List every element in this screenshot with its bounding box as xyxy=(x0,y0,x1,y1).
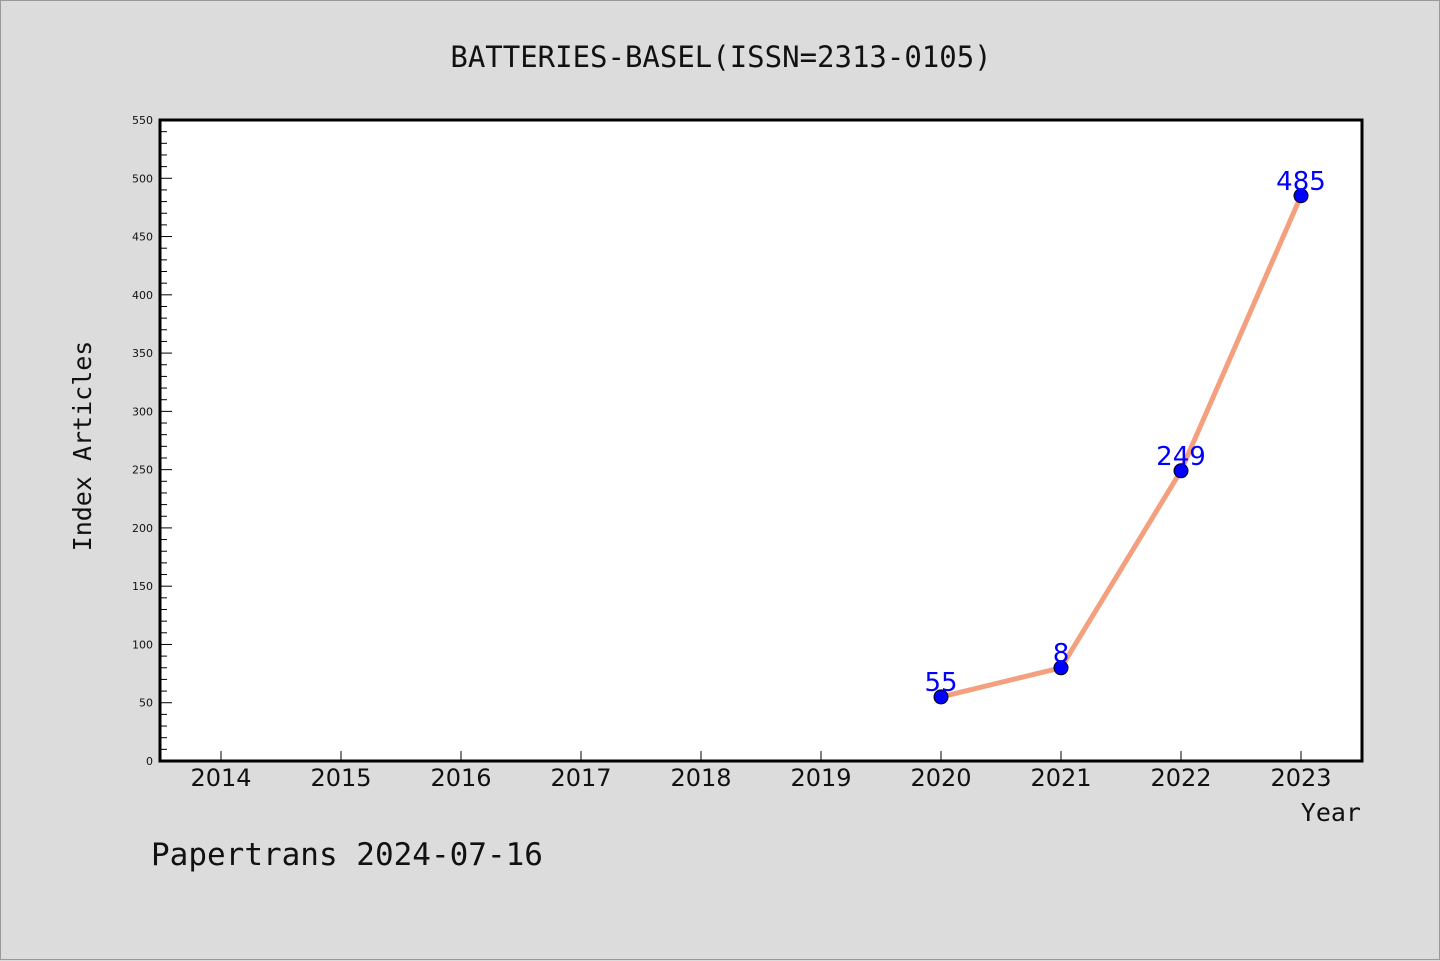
footer-credit: Papertrans 2024-07-16 xyxy=(151,837,543,873)
x-axis-ticks: 2014 2015 2016 2017 2018 2019 2020 2021 2022 2023 xyxy=(190,751,1332,792)
x-tick-label: 2022 xyxy=(1150,764,1211,792)
data-point-marker xyxy=(1173,463,1189,479)
y-tick-label: 450 xyxy=(132,231,153,244)
chart-title: BATTERIES-BASEL(ISSN=2313-0105) xyxy=(450,40,991,74)
y-tick-label: 400 xyxy=(132,289,153,302)
x-tick-label: 2017 xyxy=(550,764,611,792)
data-point-label: 8 xyxy=(1053,639,1070,669)
data-point-marker xyxy=(1053,660,1069,676)
plot-area xyxy=(158,118,1364,763)
y-tick-label: 0 xyxy=(146,755,153,768)
y-tick-label: 100 xyxy=(132,638,153,651)
y-tick-label: 350 xyxy=(132,347,153,360)
data-point-marker xyxy=(1293,188,1309,204)
x-tick-label: 2021 xyxy=(1030,764,1091,792)
series-line xyxy=(938,193,1304,700)
x-tick-label: 2014 xyxy=(190,764,251,792)
data-point-marker xyxy=(933,689,949,705)
y-tick-label: 550 xyxy=(132,114,153,127)
y-tick-label: 50 xyxy=(139,697,153,710)
y-tick-label: 200 xyxy=(132,522,153,535)
y-tick-label: 300 xyxy=(132,405,153,418)
data-point-label: 485 xyxy=(1276,167,1326,197)
x-tick-label: 2018 xyxy=(670,764,731,792)
x-tick-label: 2015 xyxy=(310,764,371,792)
data-point-label: 55 xyxy=(924,668,957,698)
x-tick-label: 2023 xyxy=(1270,764,1331,792)
data-point-label: 249 xyxy=(1156,442,1206,472)
x-tick-label: 2016 xyxy=(430,764,491,792)
series-layer: 55 8 249 485 xyxy=(924,167,1326,705)
y-axis-label: Index Articles xyxy=(68,341,97,552)
y-tick-label: 150 xyxy=(132,580,153,593)
y-axis-ticks: 0 50 100 150 200 250 300 350 400 450 500 550 xyxy=(132,114,172,768)
x-axis-label: Year xyxy=(1301,798,1361,827)
y-tick-label: 500 xyxy=(132,172,153,185)
y-tick-label: 250 xyxy=(132,464,153,477)
x-tick-label: 2019 xyxy=(790,764,851,792)
x-tick-label: 2020 xyxy=(910,764,971,792)
